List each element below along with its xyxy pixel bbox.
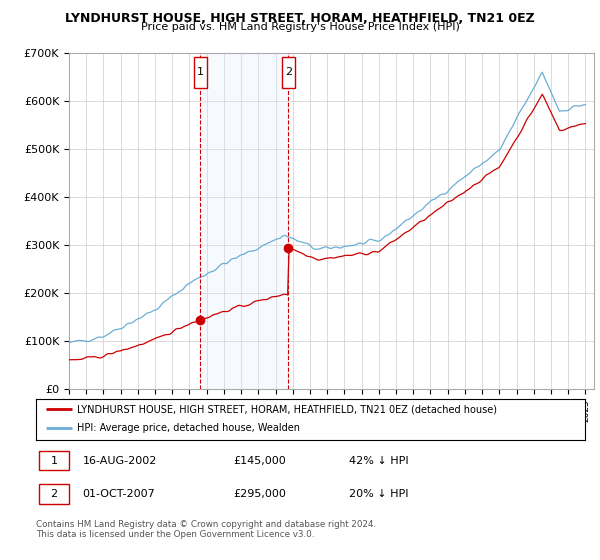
Text: 01-OCT-2007: 01-OCT-2007 [83,489,155,499]
Text: 2: 2 [285,67,292,77]
Bar [194,57,207,88]
Bar [282,57,295,88]
Text: 1: 1 [50,456,58,465]
Bar [39,484,69,504]
Text: £145,000: £145,000 [233,456,286,465]
Text: 2: 2 [50,489,58,499]
Text: 1: 1 [197,67,203,77]
Text: LYNDHURST HOUSE, HIGH STREET, HORAM, HEATHFIELD, TN21 0EZ (detached house): LYNDHURST HOUSE, HIGH STREET, HORAM, HEA… [77,404,497,414]
Text: Price paid vs. HM Land Registry's House Price Index (HPI): Price paid vs. HM Land Registry's House … [140,22,460,32]
Text: HPI: Average price, detached house, Wealden: HPI: Average price, detached house, Weal… [77,423,300,433]
Text: LYNDHURST HOUSE, HIGH STREET, HORAM, HEATHFIELD, TN21 0EZ: LYNDHURST HOUSE, HIGH STREET, HORAM, HEA… [65,12,535,25]
Text: Contains HM Land Registry data © Crown copyright and database right 2024.
This d: Contains HM Land Registry data © Crown c… [36,520,376,539]
Text: £295,000: £295,000 [233,489,287,499]
Bar [200,53,289,389]
Bar [39,451,69,470]
Text: 16-AUG-2002: 16-AUG-2002 [83,456,157,465]
Text: 42% ↓ HPI: 42% ↓ HPI [349,456,409,465]
Text: 20% ↓ HPI: 20% ↓ HPI [349,489,409,499]
